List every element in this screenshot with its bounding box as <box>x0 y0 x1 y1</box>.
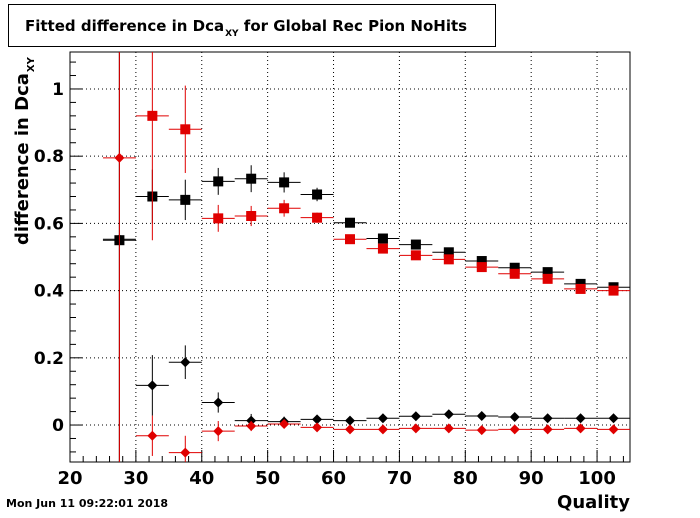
square-marker <box>279 203 290 214</box>
square-marker <box>476 262 487 273</box>
square-marker <box>312 212 323 223</box>
diamond-marker <box>213 397 224 408</box>
x-axis-label: Quality <box>557 492 630 513</box>
square-marker <box>345 217 355 228</box>
square-marker <box>213 213 224 224</box>
ylabel-main: difference in Dca <box>12 73 33 245</box>
square-marker <box>443 247 454 258</box>
x-tick-label: 100 <box>578 468 616 489</box>
square-marker <box>213 176 224 187</box>
diamond-marker <box>213 426 224 437</box>
y-tick-label: 0.6 <box>34 214 64 234</box>
square-marker <box>377 233 388 244</box>
square-marker <box>443 254 454 265</box>
x-tick-label: 20 <box>57 468 82 489</box>
square-marker <box>509 268 520 279</box>
square-marker <box>608 285 619 296</box>
diamond-marker <box>246 421 257 432</box>
x-tick-label: 90 <box>519 468 544 489</box>
diamond-marker <box>443 423 454 434</box>
square-marker <box>575 283 586 294</box>
diamond-marker <box>180 447 191 458</box>
square-marker <box>410 239 421 250</box>
square-marker <box>476 256 487 267</box>
y-tick-label: 1 <box>52 80 64 100</box>
chart-title: Fitted difference in DcaXY for Global Re… <box>25 17 467 39</box>
x-tick-label: 60 <box>321 468 346 489</box>
diamond-marker <box>410 423 421 434</box>
diamond-marker <box>542 413 553 424</box>
square-marker <box>345 234 355 245</box>
ylabel-sub: XY <box>26 57 37 73</box>
plot-frame <box>69 51 631 463</box>
square-marker <box>246 173 257 184</box>
square-marker <box>410 250 421 261</box>
timestamp: Mon Jun 11 09:22:01 2018 <box>6 497 169 510</box>
diamond-marker <box>542 424 553 435</box>
square-marker <box>509 262 520 273</box>
diamond-marker <box>443 409 454 420</box>
x-tick-label: 70 <box>387 468 412 489</box>
y-axis-label: difference in DcaXY <box>12 57 37 245</box>
diamond-marker <box>509 411 520 422</box>
title-box: Fitted difference in DcaXY for Global Re… <box>8 4 496 47</box>
diamond-marker <box>575 413 586 424</box>
diamond-marker <box>312 422 323 433</box>
diamond-marker <box>246 415 257 426</box>
x-tick-label: 40 <box>189 468 214 489</box>
diamond-marker <box>279 419 290 430</box>
square-marker <box>180 194 191 205</box>
diamond-marker <box>476 410 487 421</box>
diamond-marker <box>608 424 619 435</box>
square-marker <box>279 177 290 188</box>
square-marker <box>147 110 158 121</box>
square-marker <box>542 273 553 284</box>
y-tick-label: 0.8 <box>34 147 64 167</box>
diamond-marker <box>476 425 487 436</box>
x-tick-label: 30 <box>123 468 148 489</box>
square-marker <box>377 243 388 254</box>
x-tick-label: 80 <box>453 468 478 489</box>
square-marker <box>246 211 257 221</box>
diamond-marker <box>147 430 158 441</box>
diamond-marker <box>377 424 388 435</box>
title-sub: XY <box>225 29 239 39</box>
diamond-marker <box>410 411 421 422</box>
diamond-marker <box>114 152 125 163</box>
title-rest: for Global Rec Pion NoHits <box>238 17 468 35</box>
title-main: Fitted difference in Dca <box>25 17 225 35</box>
y-tick-label: 0.4 <box>34 282 64 302</box>
diamond-marker <box>608 413 619 424</box>
diamond-marker <box>575 423 586 434</box>
diamond-marker <box>147 380 158 391</box>
diamond-marker <box>345 415 355 426</box>
diamond-marker <box>509 424 520 435</box>
square-marker <box>542 267 553 278</box>
diamond-marker <box>312 414 323 425</box>
diamond-marker <box>345 424 355 435</box>
diamond-marker <box>377 413 388 424</box>
diamond-marker <box>180 357 191 368</box>
y-tick-label: 0 <box>52 416 64 436</box>
square-marker <box>180 124 191 135</box>
y-tick-label: 0.2 <box>34 349 64 369</box>
x-tick-label: 50 <box>255 468 280 489</box>
square-marker <box>312 189 323 200</box>
square-marker <box>575 278 586 289</box>
